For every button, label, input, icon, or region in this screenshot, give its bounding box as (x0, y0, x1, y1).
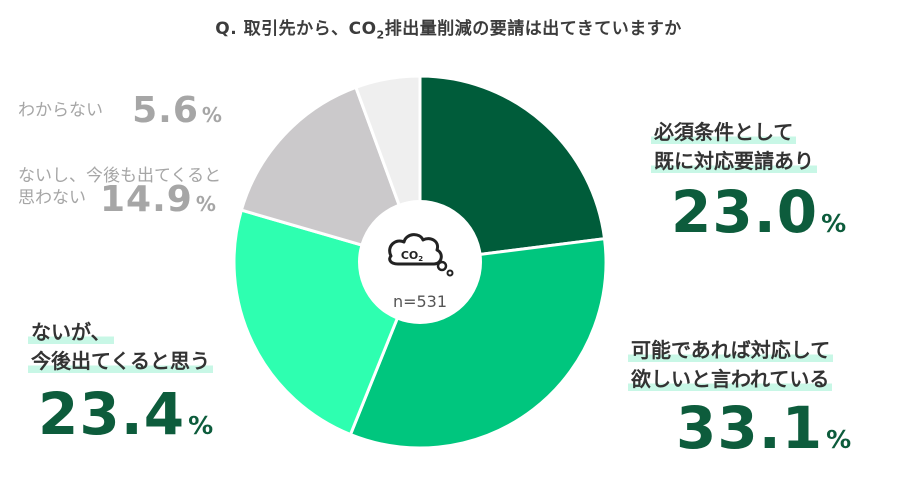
label-wont-line2: 思わない (18, 188, 86, 208)
label-wont: ないし、今後も出てくると 思わない 14.9% (18, 166, 222, 220)
label-required-line2: 既に対応要請あり (651, 149, 817, 173)
label-will-line1: ないが、 (28, 320, 114, 344)
pie-slice-required (418, 74, 607, 264)
co2-cloud-icon: CO2 (388, 233, 454, 277)
sample-size-label: n=531 (392, 292, 448, 311)
label-unknown: わからない 5.6% (18, 90, 222, 131)
label-required: 必須条件として 既に対応要請あり 23.0% (651, 118, 846, 246)
label-will: ないが、 今後出てくると思う 23.4% (28, 318, 213, 448)
label-want-line2: 欲しいと言われている (628, 367, 833, 391)
label-unknown-line1: わからない (18, 100, 103, 121)
label-want: 可能であれば対応して 欲しいと言われている 33.1% (628, 336, 851, 462)
value-wont: 14.9 (100, 179, 193, 220)
label-required-line1: 必須条件として (651, 120, 797, 144)
label-will-line2: 今後出てくると思う (28, 349, 213, 373)
value-unknown: 5.6 (132, 90, 199, 131)
value-will: 23.4 (38, 380, 186, 448)
label-wont-line1: ないし、今後も出てくると (18, 166, 222, 186)
chart-title: Q. 取引先から、CO2排出量削減の要請は出てきていますか (215, 19, 682, 42)
svg-text:CO2: CO2 (401, 249, 423, 263)
value-required: 23.0 (671, 178, 819, 246)
label-want-line1: 可能であれば対応して (628, 338, 834, 362)
value-want: 33.1 (676, 394, 824, 462)
pie-slice-wont (239, 85, 423, 265)
